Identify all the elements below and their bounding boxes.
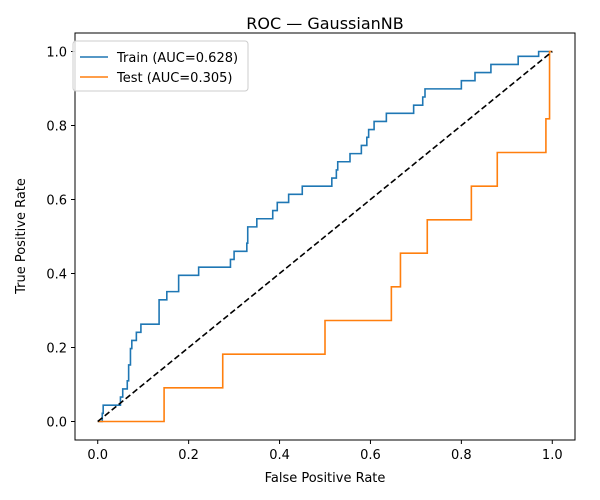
y-tick-label: 0.8 xyxy=(46,120,67,135)
y-tick-label: 0.6 xyxy=(46,194,67,209)
x-tick-label: 1.0 xyxy=(542,448,563,463)
x-tick-label: 0.4 xyxy=(269,448,290,463)
y-tick-label: 0.2 xyxy=(46,342,67,357)
y-axis-label: True Positive Rate xyxy=(14,178,29,295)
legend-entry-label: Train (AUC=0.628) xyxy=(116,51,238,66)
legend-entry-label: Test (AUC=0.305) xyxy=(116,71,232,86)
x-axis: 0.0 0.2 0.4 0.6 0.8 1.0 xyxy=(87,440,563,463)
plot-border xyxy=(74,32,576,441)
y-tick-label: 1.0 xyxy=(46,46,67,61)
roc-curve-test xyxy=(97,50,553,423)
y-axis: 0.0 0.2 0.4 0.6 0.8 1.0 xyxy=(46,46,75,431)
legend: Train (AUC=0.628) Test (AUC=0.305) xyxy=(72,40,249,92)
x-axis-label: False Positive Rate xyxy=(265,471,386,486)
roc-curve-train xyxy=(97,50,553,423)
x-tick-label: 0.2 xyxy=(178,448,199,463)
chart-title: ROC — GaussianNB xyxy=(246,14,403,33)
chance-diagonal-line xyxy=(97,50,553,423)
y-tick-label: 0.0 xyxy=(46,416,67,431)
y-tick-label: 0.4 xyxy=(46,268,67,283)
x-tick-label: 0.8 xyxy=(451,448,472,463)
x-tick-label: 0.0 xyxy=(87,448,108,463)
x-tick-label: 0.6 xyxy=(360,448,381,463)
legend-box xyxy=(72,40,249,92)
plot-area xyxy=(97,50,553,423)
